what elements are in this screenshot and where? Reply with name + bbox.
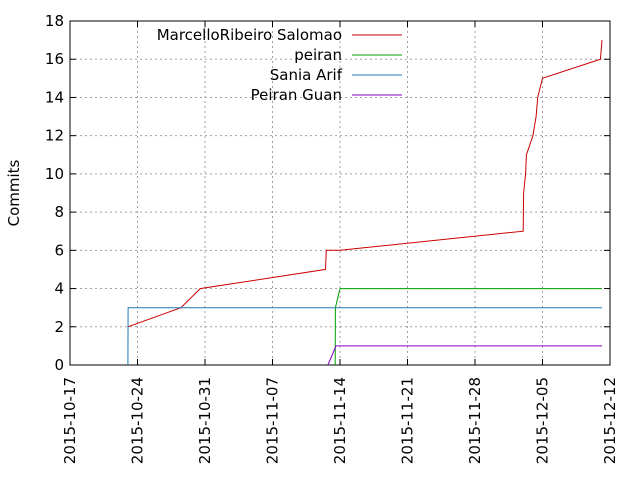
- x-tick-label: 2015-10-17: [61, 377, 79, 464]
- y-tick-label: 6: [54, 241, 64, 259]
- x-tick-label: 2015-12-12: [601, 377, 619, 464]
- axis-ticks: 0 2 4 6 8 10 12 14 16 18 2015-10-17 2015-10-24 2015-…: [45, 12, 619, 464]
- y-tick-label: 2: [54, 318, 64, 336]
- y-tick-label: 18: [45, 12, 64, 30]
- legend: MarcelloRibeiro Salomao peiran Sania Arif P…: [157, 26, 402, 104]
- y-tick-label: 12: [45, 127, 64, 145]
- x-tick-label: 2015-11-28: [466, 377, 484, 464]
- y-tick-label: 16: [45, 50, 64, 68]
- legend-label: MarcelloRibeiro Salomao: [157, 26, 342, 44]
- series-line: [334, 288, 602, 366]
- x-tick-label: 2015-12-05: [534, 377, 552, 464]
- legend-label: peiran: [294, 46, 342, 64]
- y-tick-label: 8: [54, 203, 64, 221]
- series-line: [127, 40, 603, 328]
- y-tick-label: 4: [54, 280, 64, 298]
- x-tick-label: 2015-10-24: [129, 377, 147, 464]
- legend-label: Sania Arif: [270, 66, 343, 84]
- x-tick-label: 2015-10-31: [196, 377, 214, 464]
- y-tick-label: 10: [45, 165, 64, 183]
- x-tick-label: 2015-11-07: [264, 377, 282, 464]
- y-axis-title: Commits: [5, 159, 23, 226]
- y-tick-label: 14: [45, 88, 64, 106]
- x-tick-label: 2015-11-21: [399, 377, 417, 464]
- x-tick-label: 2015-11-14: [331, 377, 349, 464]
- series-line: [127, 307, 602, 366]
- y-tick-label: 0: [54, 356, 64, 374]
- series-line: [327, 345, 602, 366]
- legend-label: Peiran Guan: [251, 86, 342, 104]
- series-lines: [127, 40, 603, 366]
